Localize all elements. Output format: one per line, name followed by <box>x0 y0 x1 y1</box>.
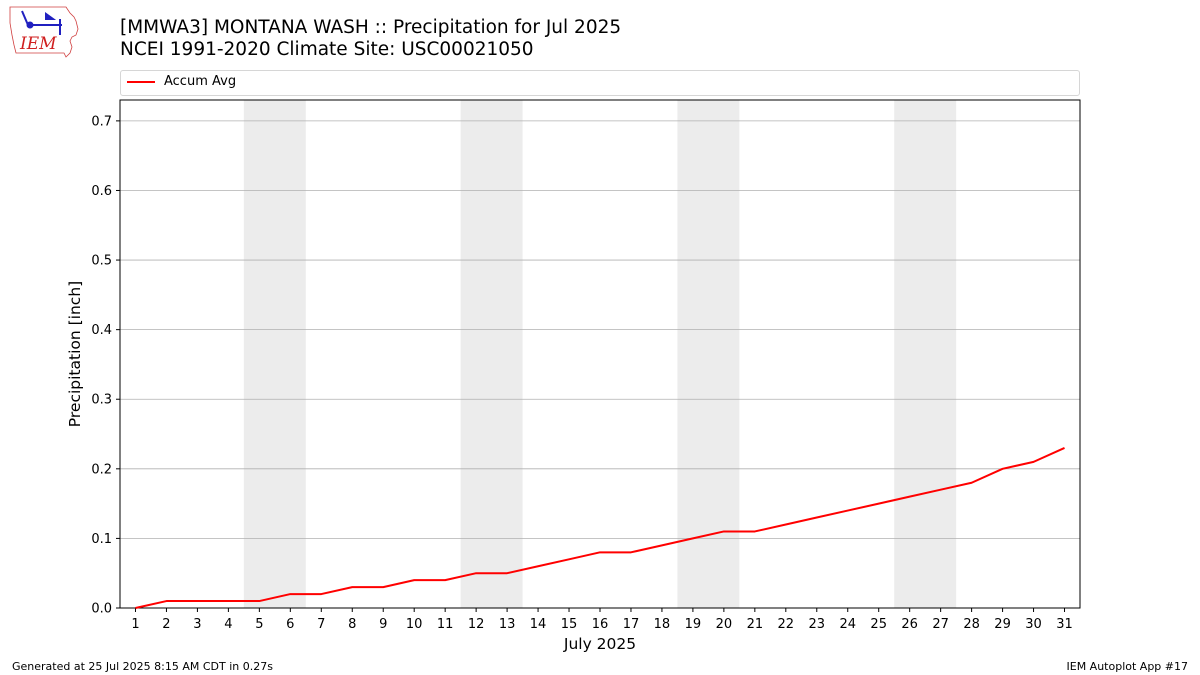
x-tick-label: 2 <box>162 617 170 632</box>
x-tick-label: 4 <box>224 617 232 632</box>
x-tick-label: 15 <box>561 617 578 632</box>
weather-station-icon <box>21 10 62 35</box>
x-tick-label: 17 <box>623 617 640 632</box>
x-tick-label: 16 <box>592 617 609 632</box>
iem-logo: IEM <box>9 6 79 58</box>
x-tick-label: 8 <box>348 617 356 632</box>
chart-legend: Accum Avg <box>120 70 1080 96</box>
x-tick-label: 22 <box>778 617 795 632</box>
generated-timestamp: Generated at 25 Jul 2025 8:15 AM CDT in … <box>12 660 273 673</box>
chart-subtitle: NCEI 1991-2020 Climate Site: USC00021050 <box>120 39 534 60</box>
x-tick-label: 27 <box>932 617 949 632</box>
series-line-accum-avg <box>135 447 1065 609</box>
autoplot-app-label: IEM Autoplot App #17 <box>1066 660 1189 673</box>
y-tick-label: 0.7 <box>91 114 112 129</box>
x-tick-label: 1 <box>131 617 139 632</box>
y-tick-label: 0.0 <box>91 602 112 617</box>
y-tick-label: 0.3 <box>91 393 112 408</box>
y-tick-label: 0.2 <box>91 462 112 477</box>
y-tick-label: 0.6 <box>91 184 112 199</box>
x-tick-label: 9 <box>379 617 387 632</box>
x-tick-label: 18 <box>654 617 671 632</box>
chart-title: [MMWA3] MONTANA WASH :: Precipitation fo… <box>120 17 622 38</box>
weekend-shade <box>677 100 740 608</box>
x-tick-label: 6 <box>286 617 294 632</box>
x-tick-label: 24 <box>839 617 856 632</box>
x-tick-label: 11 <box>437 617 454 632</box>
plot-frame <box>119 99 1081 609</box>
y-tick-label: 0.4 <box>91 323 112 338</box>
weekend-shade <box>243 100 306 608</box>
x-tick-label: 30 <box>1025 617 1042 632</box>
x-tick-label: 14 <box>530 617 547 632</box>
x-tick-label: 10 <box>406 617 423 632</box>
x-tick-label: 26 <box>901 617 918 632</box>
legend-swatch-accum-avg <box>127 81 155 83</box>
x-tick-label: 21 <box>747 617 764 632</box>
x-tick-label: 12 <box>468 617 485 632</box>
x-tick-label: 13 <box>499 617 516 632</box>
y-tick-label: 0.5 <box>91 254 112 269</box>
x-tick-label: 23 <box>809 617 826 632</box>
x-axis-label: July 2025 <box>563 635 636 653</box>
x-tick-label: 5 <box>255 617 263 632</box>
iem-logo-text: IEM <box>19 34 57 54</box>
y-axis-label: Precipitation [inch] <box>66 281 84 427</box>
x-tick-label: 29 <box>994 617 1011 632</box>
y-tick-label: 0.1 <box>91 532 112 547</box>
iowa-state-outline <box>9 6 79 58</box>
x-tick-label: 20 <box>716 617 733 632</box>
x-tick-label: 7 <box>317 617 325 632</box>
legend-label-accum-avg: Accum Avg <box>164 74 237 89</box>
x-tick-label: 19 <box>685 617 702 632</box>
x-tick-label: 31 <box>1056 617 1073 632</box>
x-tick-label: 3 <box>193 617 201 632</box>
weekend-shade <box>460 100 523 608</box>
x-tick-label: 28 <box>963 617 980 632</box>
x-tick-label: 25 <box>870 617 887 632</box>
weekend-shade <box>894 100 957 608</box>
